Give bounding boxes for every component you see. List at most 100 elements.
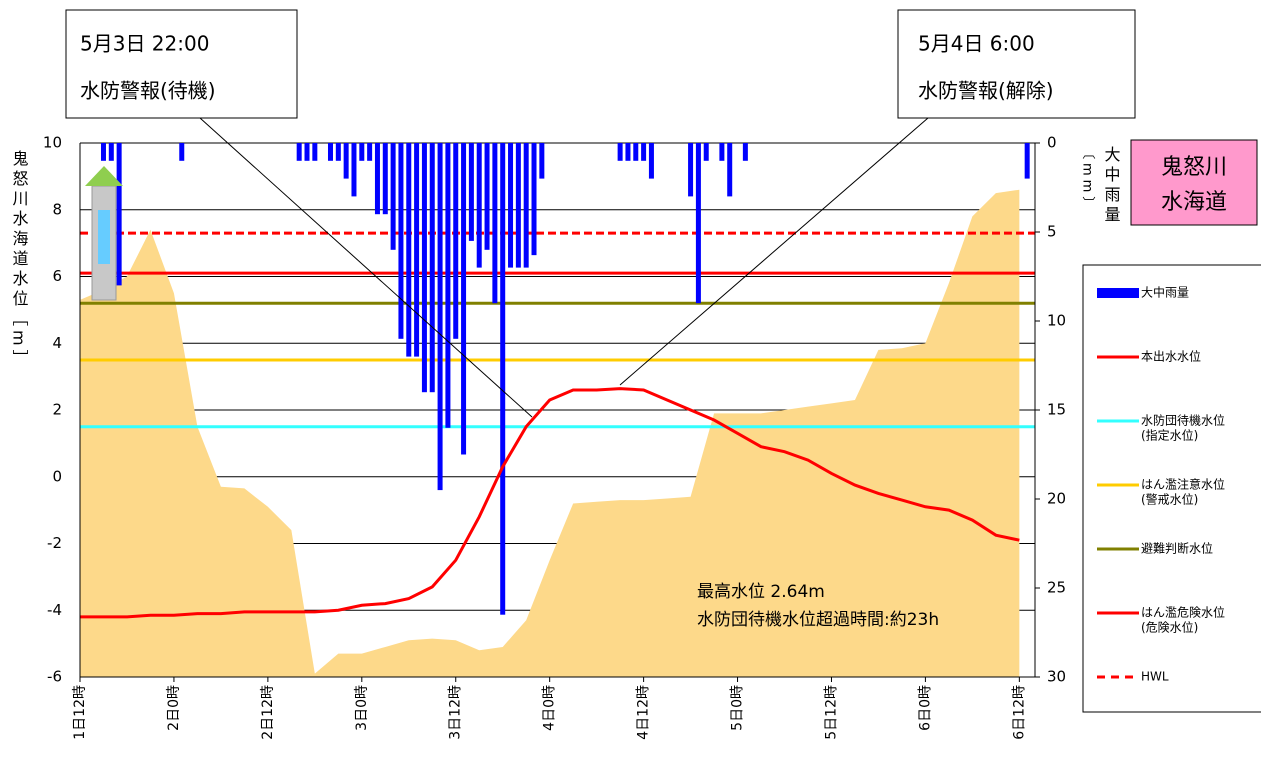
y-tick-label: -4 xyxy=(47,601,62,619)
bar xyxy=(351,143,357,197)
legend-label: はん濫注意水位 xyxy=(1141,477,1225,492)
bar xyxy=(641,143,647,161)
line xyxy=(80,387,1020,619)
gauge-window xyxy=(98,210,110,264)
bar xyxy=(531,143,537,256)
x-tick-label: 6日0時 xyxy=(917,685,933,731)
x-tick-label: 3日12時 xyxy=(448,685,464,740)
y-tick-label: 4 xyxy=(52,334,62,352)
bar xyxy=(703,143,709,161)
y2-axis-label: 大中雨量 xyxy=(1102,146,1121,226)
bar xyxy=(719,143,725,161)
y-tick-label: -6 xyxy=(47,668,62,686)
y2-tick-label: 0 xyxy=(1047,134,1057,152)
callout-text: 水防警報(待機) xyxy=(80,79,216,103)
station-box xyxy=(1130,139,1258,226)
bar xyxy=(312,143,318,161)
bar xyxy=(414,143,420,357)
y-tick-label: 10 xyxy=(43,134,62,152)
x-tick-label: 3日0時 xyxy=(354,685,370,731)
y-tick-label: 2 xyxy=(52,401,62,419)
bar xyxy=(484,143,490,250)
bar xyxy=(179,143,185,161)
callout-text: 5月3日 22:00 xyxy=(80,32,209,56)
bar xyxy=(335,143,341,161)
x-tick-label: 4日12時 xyxy=(636,685,652,740)
legend-swatch xyxy=(1097,288,1139,298)
bar xyxy=(617,143,623,161)
x-tick-label: 2日12時 xyxy=(260,685,276,740)
area xyxy=(80,189,1035,677)
bar xyxy=(421,143,427,393)
bar xyxy=(296,143,302,161)
legend-label: 大中雨量 xyxy=(1141,285,1189,300)
x-tick-label: 6日12時 xyxy=(1011,685,1027,740)
bar xyxy=(445,143,451,428)
bar xyxy=(742,143,748,161)
y2-tick-label: 15 xyxy=(1047,401,1066,419)
y-tick-label: -2 xyxy=(47,534,62,552)
bar xyxy=(398,143,404,339)
x-tick-label: 2日0時 xyxy=(166,685,182,731)
y2-tick-label: 25 xyxy=(1047,579,1066,597)
bar xyxy=(727,143,733,197)
bar xyxy=(390,143,396,250)
legend-label: 本出水水位 xyxy=(1141,349,1201,364)
bar xyxy=(359,143,365,161)
bar xyxy=(468,143,474,241)
bar xyxy=(453,143,459,339)
legend-label: 水防団待機水位 xyxy=(1141,413,1225,428)
bar xyxy=(327,143,333,161)
legend-label: はん濫危険水位 xyxy=(1141,605,1225,620)
y-tick-label: 8 xyxy=(52,200,62,218)
bar xyxy=(429,143,435,393)
bar xyxy=(343,143,349,179)
y-tick-label: 0 xyxy=(52,467,62,485)
bar xyxy=(437,143,443,491)
bar xyxy=(523,143,529,268)
bar xyxy=(492,143,498,304)
bar xyxy=(367,143,373,161)
bar xyxy=(116,143,122,286)
y-axis-label: 鬼怒川水海道水位［m］ xyxy=(10,150,29,370)
gauge-icon xyxy=(85,166,123,301)
x-tick-label: 4日0時 xyxy=(542,685,558,731)
callout-box xyxy=(65,9,298,119)
legend-label: 避難判断水位 xyxy=(1141,541,1213,556)
x-tick-label: 1日12時 xyxy=(72,685,88,740)
bar xyxy=(1024,143,1030,179)
bar xyxy=(500,143,506,615)
legend-note: (警戒水位) xyxy=(1141,492,1198,507)
legend-box xyxy=(1082,264,1261,713)
y2-tick-label: 5 xyxy=(1047,223,1057,241)
gauge-arrow xyxy=(85,166,123,186)
plot-area: -6 -4 -2 0 2 4 6 8 10 0 5 10 15 20 25 30 1日12時 2日0時 2日12時 3… xyxy=(43,134,1066,740)
callout-text: 5月4日 6:00 xyxy=(918,32,1035,56)
callout-text: 水防警報(解除) xyxy=(918,79,1054,103)
bar xyxy=(108,143,114,161)
bar xyxy=(374,143,380,215)
callout-leader xyxy=(619,117,929,386)
bar xyxy=(508,143,514,268)
bar xyxy=(539,143,545,179)
x-tick-label: 5日0時 xyxy=(730,685,746,731)
legend-note: (指定水位) xyxy=(1141,428,1198,443)
bar xyxy=(625,143,631,161)
bar xyxy=(695,143,701,304)
bar xyxy=(476,143,482,268)
legend-note: (危険水位) xyxy=(1141,620,1198,635)
callout-box xyxy=(897,9,1136,119)
bar xyxy=(688,143,694,197)
bar xyxy=(633,143,639,161)
y2-tick-label: 30 xyxy=(1047,668,1066,686)
x-tick-label: 5日12時 xyxy=(823,685,839,740)
bar xyxy=(304,143,310,161)
y2-axis-unit: 〔mm〕 xyxy=(1080,146,1096,213)
station-name: 水海道 xyxy=(1161,190,1227,215)
annotation: 水防団待機水位超過時間:約23h xyxy=(697,610,939,630)
legend-label: HWL xyxy=(1141,670,1169,684)
y2-tick-label: 20 xyxy=(1047,490,1066,508)
annotation: 最高水位 2.64m xyxy=(697,582,825,602)
bar xyxy=(382,143,388,215)
